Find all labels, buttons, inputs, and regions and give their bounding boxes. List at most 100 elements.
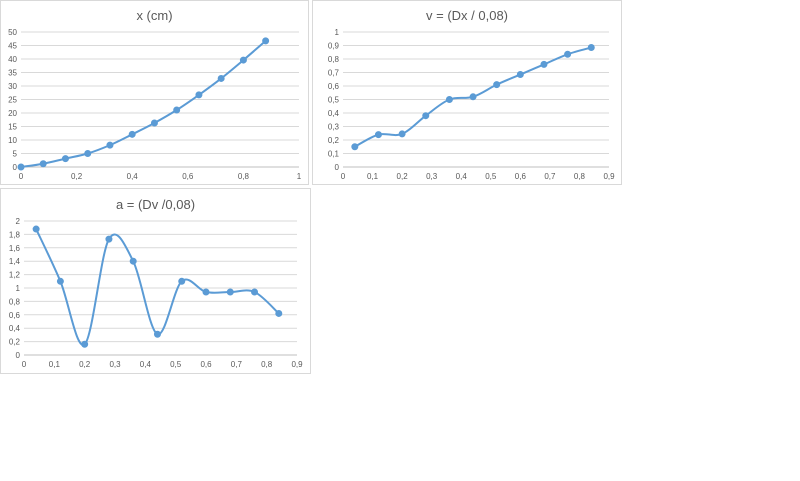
data-point (587, 44, 595, 52)
y-tick-label: 25 (8, 96, 17, 105)
x-tick-label: 1 (297, 172, 302, 181)
y-tick-label: 0 (16, 351, 21, 360)
y-tick-label: 0,4 (9, 324, 21, 333)
y-tick-label: 1,4 (9, 257, 21, 266)
x-tick-label: 0,9 (603, 172, 615, 181)
x-tick-label: 0,6 (200, 360, 212, 369)
y-tick-label: 1,6 (9, 244, 21, 253)
y-tick-label: 0 (335, 163, 340, 172)
data-point (445, 96, 453, 103)
data-point (217, 74, 225, 82)
x-tick-label: 0,7 (231, 360, 243, 369)
y-tick-label: 40 (8, 55, 17, 64)
y-tick-label: 0,9 (328, 42, 340, 51)
x-tick-label: 0,3 (426, 172, 438, 181)
data-point (84, 150, 92, 157)
x-tick-label: 0,8 (238, 172, 250, 181)
data-point (178, 277, 186, 285)
y-tick-label: 1,2 (9, 271, 21, 280)
data-point (150, 119, 158, 127)
data-point (493, 81, 501, 89)
y-tick-label: 50 (8, 28, 17, 37)
x-tick-label: 0,1 (49, 360, 61, 369)
data-point (564, 50, 572, 58)
x-tick-label: 0,8 (574, 172, 586, 181)
data-point (540, 60, 548, 68)
y-tick-label: 0,4 (328, 109, 340, 118)
y-tick-label: 0,7 (328, 69, 340, 78)
x-tick-label: 0,5 (170, 360, 182, 369)
y-tick-label: 2 (16, 217, 21, 226)
chart-title: v = (Dx / 0,08) (426, 8, 508, 23)
chart-title: x (cm) (136, 8, 173, 23)
data-point (374, 131, 382, 139)
x-tick-label: 0,5 (485, 172, 497, 181)
y-tick-label: 45 (8, 42, 17, 51)
data-point (516, 71, 524, 79)
x-tick-label: 0,9 (291, 360, 303, 369)
series-line (35, 228, 280, 346)
data-point (105, 235, 113, 243)
y-tick-label: 0,1 (328, 150, 340, 159)
y-tick-label: 0,8 (328, 55, 340, 64)
y-tick-label: 0,6 (328, 82, 340, 91)
chart-panel-position: x (cm) 0 5 10 15 20 25 30 35 40 45 50 0 0,2 0,4 0,6 0,8… (0, 0, 309, 185)
y-tick-label: 10 (8, 136, 17, 145)
chart-panel-velocity: v = (Dx / 0,08) 0 0,1 0,2 0,3 0,4 0,5 0,6 0,7 0,… (312, 0, 622, 185)
y-tick-label: 0,6 (9, 311, 21, 320)
x-tick-label: 0,8 (261, 360, 273, 369)
data-point (262, 37, 270, 45)
velocity-chart-svg: 0 0,1 0,2 0,3 0,4 0,5 0,6 0,7 0,8 0,9 1 0 0,1 0,2 0,3 0… (328, 28, 615, 181)
y-tick-label: 35 (8, 69, 17, 78)
y-tick-label: 1 (16, 284, 21, 293)
data-point (202, 288, 210, 296)
y-tick-label: 15 (8, 123, 17, 132)
data-point (173, 106, 181, 114)
x-tick-label: 0 (22, 360, 27, 369)
x-tick-label: 0,4 (140, 360, 152, 369)
x-tick-label: 0,4 (456, 172, 468, 181)
y-tick-label: 30 (8, 82, 17, 91)
y-tick-label: 0,3 (328, 123, 340, 132)
data-point (17, 163, 25, 171)
y-tick-label: 1 (335, 28, 340, 37)
data-point (129, 257, 137, 265)
data-point (351, 143, 359, 151)
data-point (398, 130, 406, 138)
x-tick-label: 0,2 (79, 360, 91, 369)
series-line (20, 39, 267, 168)
x-tick-label: 0 (341, 172, 346, 181)
x-tick-label: 0 (19, 172, 24, 181)
y-tick-label: 0,2 (328, 136, 340, 145)
y-tick-label: 20 (8, 109, 17, 118)
y-tick-label: 0 (13, 163, 18, 172)
x-tick-label: 0,2 (71, 172, 83, 181)
data-point (56, 277, 64, 285)
data-point (422, 112, 430, 120)
data-point (275, 309, 283, 317)
data-point (153, 330, 161, 338)
y-tick-label: 1,8 (9, 230, 21, 239)
data-point (81, 340, 89, 348)
data-point (226, 288, 234, 296)
x-tick-label: 0,6 (515, 172, 527, 181)
y-tick-label: 0,2 (9, 338, 21, 347)
acceleration-chart-svg: 0 0,2 0,4 0,6 0,8 1 1,2 1,4 1,6 1,8 2 0 0,1 0,2 0,3 0,4… (9, 217, 303, 369)
x-tick-label: 0,6 (182, 172, 194, 181)
data-point (106, 141, 114, 149)
position-chart-svg: 0 5 10 15 20 25 30 35 40 45 50 0 0,2 0,4 0,6 0,8 1 (8, 28, 302, 181)
y-tick-label: 0,8 (9, 297, 21, 306)
x-tick-label: 0,7 (544, 172, 556, 181)
x-tick-label: 0,4 (127, 172, 139, 181)
data-point (61, 155, 69, 163)
data-point (128, 130, 136, 138)
data-point (195, 91, 203, 99)
x-tick-label: 0,1 (367, 172, 379, 181)
data-point (39, 160, 47, 168)
chart-title: a = (Dv /0,08) (115, 197, 196, 212)
data-point (239, 56, 247, 64)
data-point (251, 288, 259, 296)
chart-panel-acceleration: a = (Dv /0,08) 0 0,2 0,4 0,6 0,8 1 1,2 1,4 1,6 1,… (0, 188, 311, 374)
x-tick-label: 0,2 (397, 172, 409, 181)
data-point (469, 93, 477, 101)
